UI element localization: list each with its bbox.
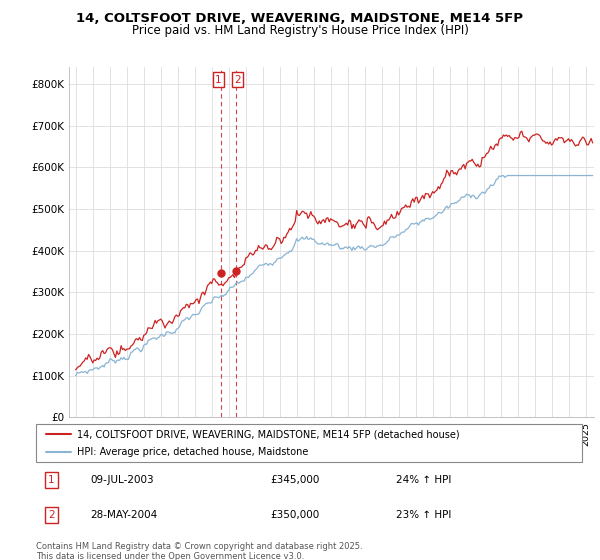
- Text: 28-MAY-2004: 28-MAY-2004: [91, 510, 158, 520]
- Text: 23% ↑ HPI: 23% ↑ HPI: [397, 510, 452, 520]
- Text: 2: 2: [48, 510, 55, 520]
- Text: 24% ↑ HPI: 24% ↑ HPI: [397, 475, 452, 486]
- Text: Price paid vs. HM Land Registry's House Price Index (HPI): Price paid vs. HM Land Registry's House …: [131, 24, 469, 36]
- Text: 1: 1: [215, 74, 221, 85]
- Text: 09-JUL-2003: 09-JUL-2003: [91, 475, 154, 486]
- Text: 14, COLTSFOOT DRIVE, WEAVERING, MAIDSTONE, ME14 5FP (detached house): 14, COLTSFOOT DRIVE, WEAVERING, MAIDSTON…: [77, 429, 460, 439]
- Text: £345,000: £345,000: [271, 475, 320, 486]
- FancyBboxPatch shape: [36, 424, 582, 462]
- Text: 1: 1: [48, 475, 55, 486]
- Text: 2: 2: [235, 74, 241, 85]
- Text: 14, COLTSFOOT DRIVE, WEAVERING, MAIDSTONE, ME14 5FP: 14, COLTSFOOT DRIVE, WEAVERING, MAIDSTON…: [77, 12, 523, 25]
- Text: £350,000: £350,000: [271, 510, 320, 520]
- Text: HPI: Average price, detached house, Maidstone: HPI: Average price, detached house, Maid…: [77, 447, 308, 457]
- Text: Contains HM Land Registry data © Crown copyright and database right 2025.
This d: Contains HM Land Registry data © Crown c…: [36, 542, 362, 560]
